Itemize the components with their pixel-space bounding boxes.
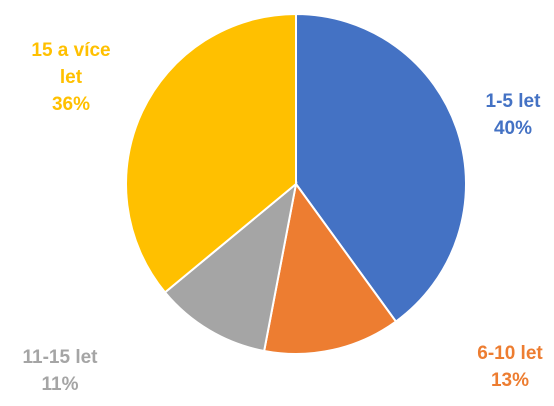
data-label-15-a-vice-let: 15 a více let 36%	[16, 37, 126, 118]
data-label-category: 6-10 let	[477, 343, 543, 364]
data-label-category-cont: let	[59, 67, 83, 88]
pie-slice-15-a-v-ce-let	[125, 12, 297, 294]
pie-slice-6-10-let	[262, 181, 398, 355]
data-label-percent: 11%	[41, 374, 79, 395]
data-label-category: 15 a více	[31, 40, 111, 61]
data-label-category: 1-5 let	[485, 91, 541, 112]
data-label-category: 11-15 let	[22, 347, 98, 368]
pie-slice-11-15-let	[163, 181, 298, 353]
data-label-percent: 36%	[51, 94, 91, 115]
data-label-percent: 13%	[490, 370, 530, 391]
data-label-6-10-let: 6-10 let 13%	[465, 340, 554, 394]
data-label-1-5-let: 1-5 let 40%	[478, 88, 548, 142]
data-label-11-15-let: 11-15 let 11%	[12, 344, 108, 398]
pie-slice-1-5-let	[295, 12, 467, 323]
data-label-percent: 40%	[493, 118, 533, 139]
